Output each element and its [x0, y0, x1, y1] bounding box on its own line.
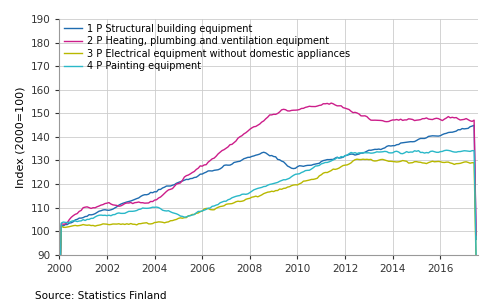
Line: 4 P Painting equipment: 4 P Painting equipment — [59, 150, 476, 304]
2 P Heating, plumbing and ventilation equipment — [69, 216, 74, 219]
1 P Structural building equipment — [179, 179, 185, 183]
2 P Heating, plumbing and ventilation equipment — [239, 134, 245, 137]
Line: 3 P Electrical equipment without domestic appliances: 3 P Electrical equipment without domesti… — [59, 159, 476, 304]
2 P Heating, plumbing and ventilation equipment — [435, 117, 441, 120]
1 P Structural building equipment — [69, 221, 74, 225]
2 P Heating, plumbing and ventilation equipment — [346, 108, 352, 111]
4 P Painting equipment — [433, 150, 439, 154]
4 P Painting equipment — [239, 192, 245, 196]
4 P Painting equipment — [443, 148, 449, 152]
4 P Painting equipment — [344, 153, 350, 157]
1 P Structural building equipment — [471, 123, 477, 127]
Line: 1 P Structural building equipment: 1 P Structural building equipment — [59, 125, 476, 304]
1 P Structural building equipment — [239, 158, 245, 162]
Line: 2 P Heating, plumbing and ventilation equipment: 2 P Heating, plumbing and ventilation eq… — [59, 103, 476, 304]
1 P Structural building equipment — [344, 154, 350, 157]
3 P Electrical equipment without domestic appliances — [179, 216, 185, 220]
2 P Heating, plumbing and ventilation equipment — [473, 233, 479, 237]
2 P Heating, plumbing and ventilation equipment — [217, 150, 223, 154]
4 P Painting equipment — [473, 254, 479, 258]
2 P Heating, plumbing and ventilation equipment — [56, 303, 62, 304]
3 P Electrical equipment without domestic appliances — [435, 160, 441, 163]
3 P Electrical equipment without domestic appliances — [239, 199, 245, 203]
Legend: 1 P Structural building equipment, 2 P Heating, plumbing and ventilation equipme: 1 P Structural building equipment, 2 P H… — [62, 22, 352, 73]
2 P Heating, plumbing and ventilation equipment — [328, 101, 334, 105]
2 P Heating, plumbing and ventilation equipment — [179, 179, 185, 182]
1 P Structural building equipment — [433, 134, 439, 138]
Y-axis label: Index (2000=100): Index (2000=100) — [15, 86, 25, 188]
4 P Painting equipment — [56, 303, 62, 304]
3 P Electrical equipment without domestic appliances — [473, 262, 479, 266]
4 P Painting equipment — [179, 215, 185, 218]
3 P Electrical equipment without domestic appliances — [344, 163, 350, 167]
1 P Structural building equipment — [217, 167, 223, 171]
4 P Painting equipment — [69, 219, 74, 223]
3 P Electrical equipment without domestic appliances — [354, 157, 360, 161]
1 P Structural building equipment — [473, 237, 479, 241]
3 P Electrical equipment without domestic appliances — [217, 205, 223, 209]
Text: Source: Statistics Finland: Source: Statistics Finland — [35, 291, 166, 301]
3 P Electrical equipment without domestic appliances — [69, 224, 74, 228]
4 P Painting equipment — [217, 201, 223, 205]
